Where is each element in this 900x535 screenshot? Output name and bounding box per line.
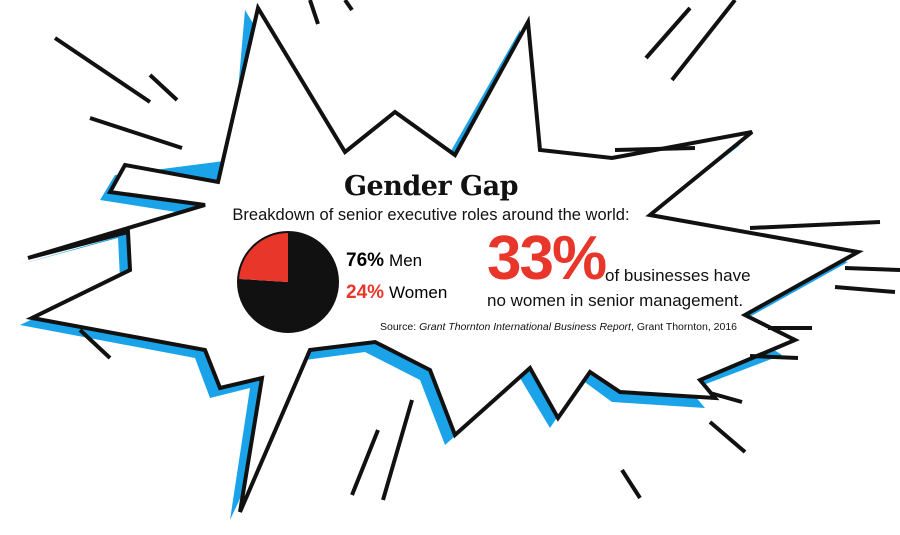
pie-slice-women: [238, 232, 288, 282]
source-prefix: Source:: [380, 321, 417, 333]
legend-label-men: Men: [389, 251, 423, 270]
pie-outline: [237, 231, 339, 333]
callout-text-line2: no women in senior management.: [487, 291, 744, 310]
callout-percentage: 33%: [487, 224, 607, 293]
chart-subtitle: Breakdown of senior executive roles arou…: [232, 206, 630, 224]
pie-slice-men: [238, 232, 339, 332]
source-publication: Grant Thornton International Business Re…: [419, 321, 631, 333]
source-note: Source: Grant Thornton International Bus…: [380, 321, 737, 333]
pie-chart: [237, 231, 339, 333]
burst-outline: [25, 2, 864, 513]
chart-title: Gender Gap: [344, 171, 518, 202]
source-suffix: , Grant Thornton, 2016: [630, 321, 738, 333]
legend-value-men: 76%: [346, 250, 385, 271]
action-lines: [53, 0, 900, 501]
legend-item-men: 76% Men: [346, 250, 422, 272]
legend-item-women: 24% Women: [346, 282, 447, 304]
callout-text-line1: of businesses have: [605, 266, 751, 285]
legend-value-women: 24%: [346, 282, 385, 303]
legend-label-women: Women: [389, 283, 448, 302]
